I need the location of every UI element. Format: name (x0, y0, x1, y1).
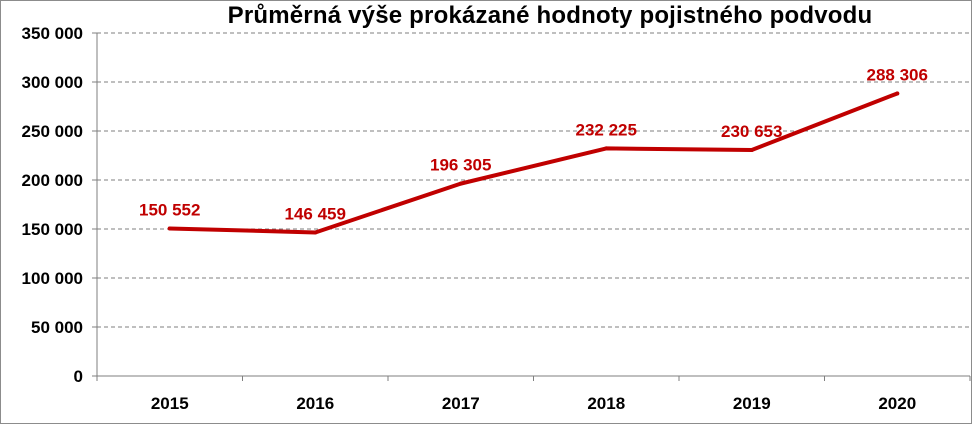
y-axis-ticks: 0 50 000 100 000 150 000 200 000 250 000 300 0… (22, 24, 83, 386)
x-tick-label: 2020 (878, 394, 916, 413)
x-tick-label: 2019 (733, 394, 771, 413)
x-tick-label: 2017 (442, 394, 480, 413)
x-tick-label: 2016 (296, 394, 334, 413)
y-tick-label: 250 000 (22, 122, 83, 141)
data-point (749, 147, 754, 152)
data-label: 150 552 (139, 200, 200, 219)
y-tick-label: 0 (74, 367, 83, 386)
data-label: 232 225 (576, 120, 637, 139)
data-point (895, 91, 900, 96)
data-label: 230 653 (721, 122, 782, 141)
data-point (313, 230, 318, 235)
x-axis-ticks: 2015 2016 2017 2018 2019 2020 (151, 394, 916, 413)
data-point (167, 226, 172, 231)
y-tick-label: 100 000 (22, 269, 83, 288)
series-layer (167, 91, 900, 235)
data-label: 196 305 (430, 156, 491, 175)
data-label: 146 459 (285, 204, 346, 223)
data-label: 288 306 (867, 65, 928, 84)
data-point (458, 181, 463, 186)
y-tick-label: 50 000 (31, 318, 83, 337)
x-tick-label: 2015 (151, 394, 189, 413)
chart-title: Průměrná výše prokázané hodnoty pojistné… (227, 2, 873, 29)
series-line (167, 91, 900, 235)
data-labels: 150 552 146 459 196 305 232 225 230 653 288 3… (139, 65, 928, 223)
y-tick-label: 150 000 (22, 220, 83, 239)
y-tick-label: 300 000 (22, 73, 83, 92)
data-point (604, 146, 609, 151)
y-tick-label: 350 000 (22, 24, 83, 43)
y-tick-label: 200 000 (22, 171, 83, 190)
axes (92, 32, 971, 381)
gridlines (97, 32, 970, 328)
x-tick-label: 2018 (587, 394, 625, 413)
